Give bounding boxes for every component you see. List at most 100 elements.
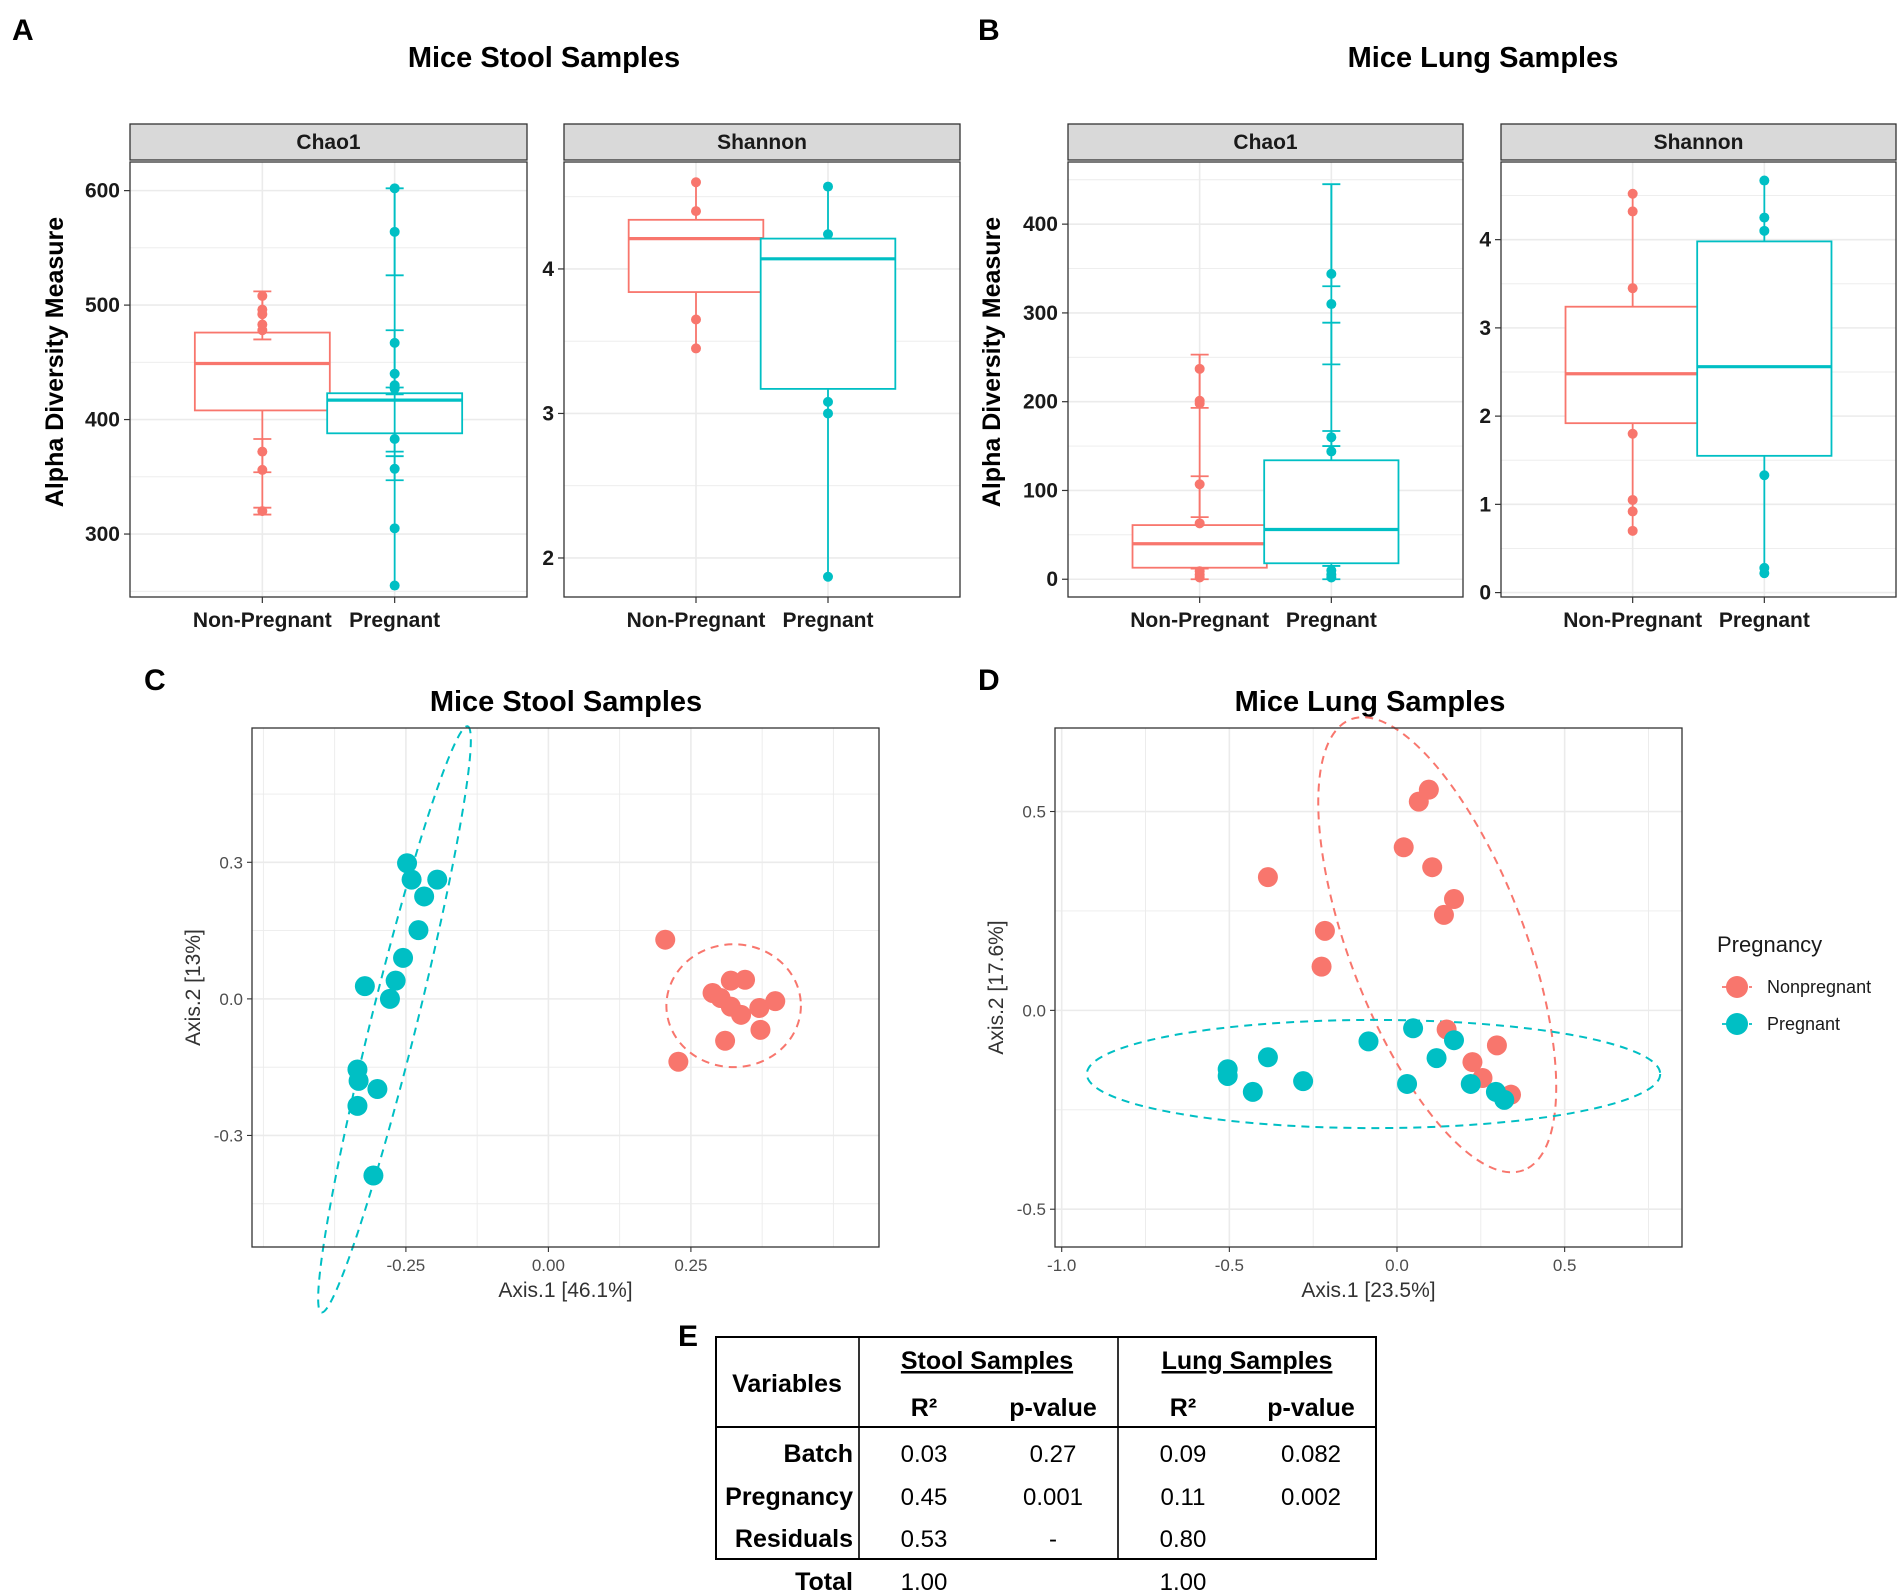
panel-d-point-nonpregnant — [1462, 1052, 1483, 1073]
panel-a-chao1-point-non-pregnant — [257, 464, 268, 475]
panel-a-chao1-box-non-pregnant — [193, 331, 331, 412]
table-cell-residuals-lung-r2: 0.80 — [1160, 1526, 1207, 1553]
panel-c-point-pregnant — [401, 869, 422, 890]
panel-b-shannon-ytick-label: 1 — [1479, 493, 1491, 516]
panel-b-chao1-point-non-pregnant — [1194, 566, 1205, 577]
panel-a-chao1-ytick-label: 500 — [85, 294, 120, 317]
panel-b-chao1-point-pregnant — [1326, 565, 1337, 576]
panel-a-title: Mice Stool Samples — [408, 42, 680, 74]
panel-a-chao1-strip — [129, 123, 528, 161]
panel-d-point-pregnant — [1494, 1089, 1515, 1110]
panel-c-ytick-label: -0.3 — [214, 1126, 243, 1145]
panel-a-shannon-panel-border — [563, 161, 961, 598]
panel-a-chao1-point-non-pregnant — [257, 304, 268, 315]
panel-b-chao1-box-pregnant — [1263, 459, 1400, 565]
panel-c-point-nonpregnant — [720, 970, 741, 991]
panel-a-chao1-point-non-pregnant — [257, 290, 268, 301]
panel-d-point-nonpregnant — [1257, 867, 1278, 888]
panel-c-point-pregnant — [393, 947, 414, 968]
panel-c-point-nonpregnant — [749, 997, 770, 1018]
panel-a-chao1-strip-label: Chao1 — [296, 131, 361, 154]
panel-b-shannon-box-non-pregnant — [1564, 305, 1701, 425]
table-cell-pregnancy-lung-r2: 0.11 — [1161, 1484, 1206, 1511]
panel-a-chao1-point-pregnant — [389, 183, 400, 194]
panel-a-shannon-ytick-label: 3 — [542, 402, 554, 425]
panel-a-shannon-point-non-pregnant — [691, 177, 701, 188]
panel-b-shannon-point-pregnant — [1759, 212, 1770, 223]
table-cell-residuals-stool-r2: 0.53 — [901, 1526, 948, 1553]
panel-a-shannon-point-non-pregnant — [691, 314, 701, 325]
table-header-lung-r2: R² — [1170, 1394, 1196, 1422]
panel-d-point-pregnant — [1257, 1047, 1278, 1068]
panel-a-shannon-point-non-pregnant — [691, 343, 701, 354]
panel-c-plot-border — [251, 727, 880, 1248]
panel-a-shannon-point-pregnant — [823, 181, 833, 192]
panel-a-chao1-point-non-pregnant — [257, 506, 268, 517]
table-row-label-batch: Batch — [784, 1440, 853, 1468]
panel-d-point-pregnant — [1403, 1018, 1424, 1039]
panel-a-chao1-point-pregnant — [389, 434, 400, 445]
panel-b-shannon-panel-border — [1500, 161, 1897, 598]
panel-a-shannon-xtick-label: Non-Pregnant — [627, 609, 766, 632]
legend-key-dot-pregnant — [1726, 1013, 1748, 1035]
panel-c-point-pregnant — [414, 886, 435, 907]
panel-d-point-pregnant — [1358, 1031, 1379, 1052]
panel-b-shannon-point-non-pregnant — [1627, 428, 1638, 439]
panel-d-point-nonpregnant — [1486, 1035, 1507, 1056]
panel-d-point-nonpregnant — [1314, 920, 1335, 941]
panel-b-title: Mice Lung Samples — [1348, 42, 1619, 74]
panel-a-chao1-ytick-label: 600 — [85, 180, 120, 203]
panel-b-shannon-point-non-pregnant — [1627, 283, 1638, 294]
panel-b-chao1-point-non-pregnant — [1194, 518, 1205, 529]
panel-letter-d: D — [978, 664, 1000, 697]
panel-c-xtick-label: 0.00 — [532, 1256, 565, 1275]
panel-b-chao1-point-pregnant — [1326, 446, 1337, 457]
panel-d-plot-bg — [1055, 728, 1682, 1247]
panel-c-point-pregnant — [397, 853, 418, 874]
panel-c-point-nonpregnant — [765, 991, 786, 1012]
table-header-stool: Stool Samples — [901, 1347, 1073, 1375]
table-header-stool-pvalue: p-value — [1009, 1394, 1097, 1422]
panel-d-point-pregnant — [1444, 1030, 1464, 1051]
panel-a-shannon-point-pregnant — [823, 571, 833, 582]
table-row-label-total: Total — [795, 1568, 853, 1596]
panel-a-shannon-ytick-label: 2 — [542, 547, 554, 570]
panel-c-point-nonpregnant — [655, 929, 676, 950]
panel-c-ytick-label: 0.0 — [219, 990, 243, 1009]
panel-b-shannon-point-non-pregnant — [1627, 206, 1638, 217]
panel-d-point-pregnant — [1397, 1073, 1418, 1094]
panel-b-chao1-point-non-pregnant — [1194, 363, 1205, 374]
panel-b-shannon-point-pregnant — [1759, 562, 1770, 573]
panel-d-point-pregnant — [1293, 1071, 1314, 1092]
panel-b-shannon-point-non-pregnant — [1627, 506, 1638, 517]
panel-d-point-nonpregnant — [1408, 791, 1429, 812]
legend-key-dot-nonpregnant — [1726, 976, 1748, 998]
panel-d-xtick-label: 0.0 — [1385, 1256, 1409, 1275]
panel-a-shannon-strip — [563, 123, 961, 161]
panel-b-chao1-strip — [1067, 123, 1464, 161]
panel-c-point-pregnant — [385, 970, 406, 991]
table-cell-pregnancy-stool-r2: 0.45 — [901, 1484, 948, 1511]
panel-a-ylabel: Alpha Diversity Measure — [41, 217, 69, 507]
panel-d-ytick-label: 0.0 — [1022, 1001, 1046, 1020]
panel-b-shannon-point-non-pregnant — [1627, 525, 1638, 536]
panel-a-shannon-point-pregnant — [823, 408, 833, 419]
panel-d-point-nonpregnant — [1393, 837, 1414, 858]
panel-a-shannon-ytick-label: 4 — [542, 258, 554, 281]
table-cell-residuals-stool-p: - — [1049, 1526, 1057, 1553]
panel-d-plot-border — [1054, 727, 1683, 1248]
panel-a-chao1-ytick-label: 300 — [85, 523, 120, 546]
panel-c-point-pregnant — [408, 920, 429, 941]
panel-b-chao1-xtick-label: Non-Pregnant — [1130, 609, 1269, 632]
panel-a-shannon-box-pregnant — [759, 237, 897, 390]
panel-b-shannon-xtick-label: Pregnant — [1719, 609, 1810, 632]
panel-c-point-pregnant — [379, 988, 400, 1009]
panel-c-xtick-label: 0.25 — [674, 1256, 707, 1275]
panel-b-shannon-point-non-pregnant — [1627, 494, 1638, 505]
table-row-label-pregnancy: Pregnancy — [725, 1483, 853, 1511]
panel-letter-a: A — [12, 14, 34, 47]
panel-b-shannon-strip-label: Shannon — [1654, 131, 1744, 154]
panel-a-chao1-point-pregnant — [389, 368, 400, 379]
panel-a-chao1-ytick-label: 400 — [85, 409, 120, 432]
